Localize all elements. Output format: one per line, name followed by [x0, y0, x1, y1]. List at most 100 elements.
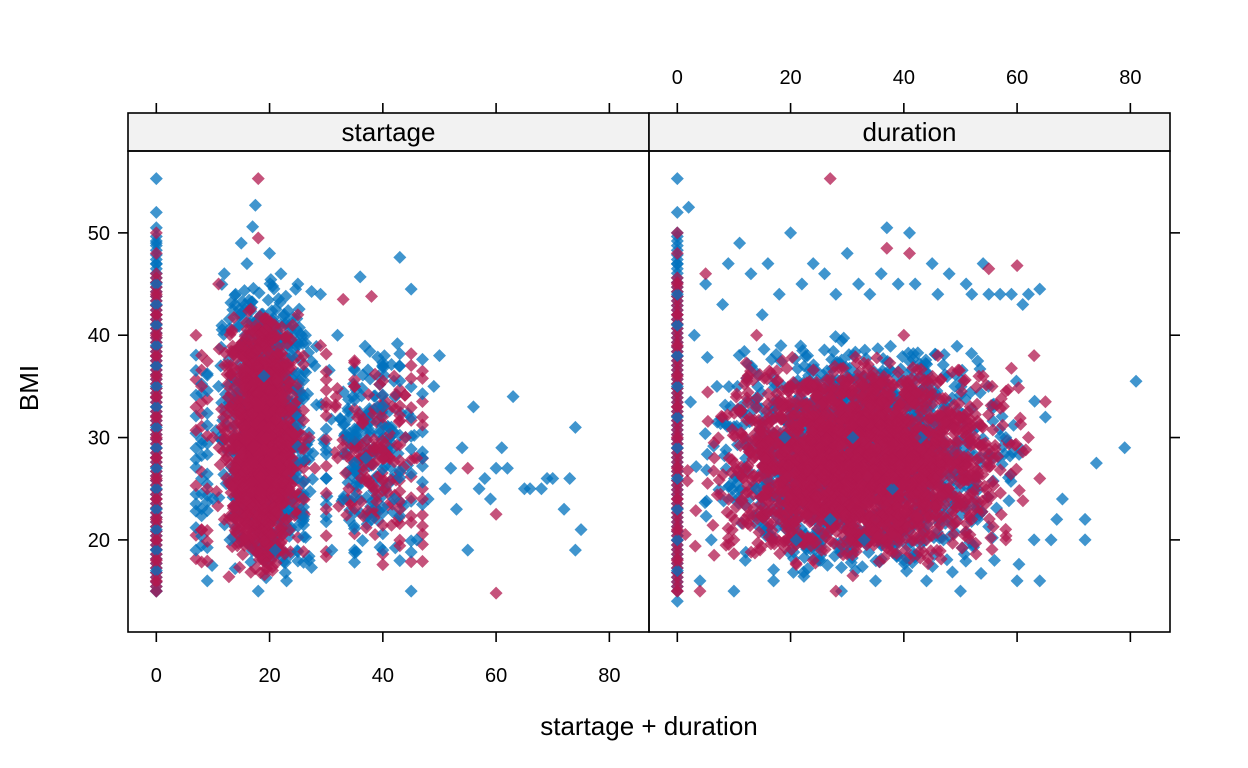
data-point — [265, 446, 279, 460]
data-point — [986, 520, 1000, 534]
data-point — [274, 405, 288, 419]
data-point — [293, 327, 307, 341]
data-point — [256, 337, 270, 351]
data-point — [260, 556, 274, 570]
data-point — [945, 565, 959, 579]
point-cloud-1 — [210, 302, 312, 584]
data-point — [299, 336, 313, 350]
data-point — [266, 331, 280, 345]
data-point — [244, 427, 258, 441]
data-point — [254, 470, 268, 484]
data-point — [390, 337, 404, 351]
data-point — [721, 521, 735, 535]
data-point — [226, 429, 240, 443]
data-point — [834, 561, 848, 575]
data-point — [359, 521, 373, 535]
data-point — [767, 563, 781, 577]
data-point — [261, 293, 275, 307]
data-point — [270, 347, 284, 361]
data-point — [252, 286, 266, 300]
data-point — [254, 485, 268, 499]
data-point — [336, 440, 350, 454]
data-point — [247, 325, 261, 339]
data-point — [276, 527, 290, 541]
data-point — [883, 339, 897, 353]
data-point — [982, 408, 996, 422]
data-point — [1013, 411, 1027, 425]
data-point — [213, 458, 227, 472]
data-point — [264, 393, 278, 407]
data-point — [236, 548, 250, 562]
data-point — [220, 378, 234, 392]
data-point — [248, 562, 262, 576]
data-point — [368, 528, 382, 542]
data-point — [727, 547, 741, 561]
data-point — [223, 443, 237, 457]
data-point — [363, 344, 377, 358]
data-point — [222, 570, 236, 584]
data-point — [906, 361, 920, 375]
data-point — [1002, 494, 1016, 508]
data-point — [698, 427, 712, 441]
data-point — [253, 309, 267, 323]
data-point — [340, 508, 354, 522]
data-point — [284, 401, 298, 415]
data-point — [339, 466, 353, 480]
data-point — [253, 409, 267, 423]
data-point — [212, 441, 226, 455]
data-point — [722, 380, 736, 394]
data-point — [238, 380, 252, 394]
data-point — [700, 350, 714, 364]
data-point — [974, 566, 988, 580]
data-point — [238, 363, 252, 377]
data-point — [837, 331, 851, 345]
data-point — [330, 381, 344, 395]
data-point — [936, 358, 950, 372]
data-point — [233, 560, 247, 574]
data-point — [950, 339, 964, 353]
data-point — [971, 354, 985, 368]
data-point — [225, 325, 239, 339]
data-point — [749, 401, 763, 415]
data-point — [248, 534, 262, 548]
data-point — [280, 336, 294, 350]
data-point — [965, 346, 979, 360]
data-point — [797, 569, 811, 583]
data-point — [356, 417, 370, 431]
data-point — [1028, 394, 1042, 408]
data-point — [750, 391, 764, 405]
data-point — [249, 318, 263, 332]
data-point — [249, 395, 263, 409]
data-point — [969, 536, 983, 550]
data-point — [255, 326, 269, 340]
data-point — [227, 311, 241, 325]
data-point — [238, 420, 252, 434]
data-point — [771, 373, 785, 387]
data-point — [269, 302, 283, 316]
data-point — [356, 534, 370, 548]
data-point — [246, 407, 260, 421]
data-point — [334, 412, 348, 426]
data-point — [820, 558, 834, 572]
data-point — [251, 546, 265, 560]
data-point — [244, 555, 258, 569]
data-point — [700, 494, 714, 508]
data-point — [226, 303, 240, 317]
data-point — [752, 525, 766, 539]
data-point — [871, 342, 885, 356]
data-point — [273, 435, 287, 449]
data-point — [737, 344, 751, 358]
data-point — [858, 343, 872, 357]
data-point — [269, 357, 283, 371]
data-point — [701, 476, 715, 490]
points-layer — [149, 172, 1143, 608]
data-point — [699, 509, 713, 523]
data-point — [258, 568, 272, 582]
data-point — [263, 384, 277, 398]
data-point — [212, 342, 226, 356]
data-point — [281, 467, 295, 481]
data-point — [947, 527, 961, 541]
data-point — [283, 545, 297, 559]
data-point — [329, 390, 343, 404]
